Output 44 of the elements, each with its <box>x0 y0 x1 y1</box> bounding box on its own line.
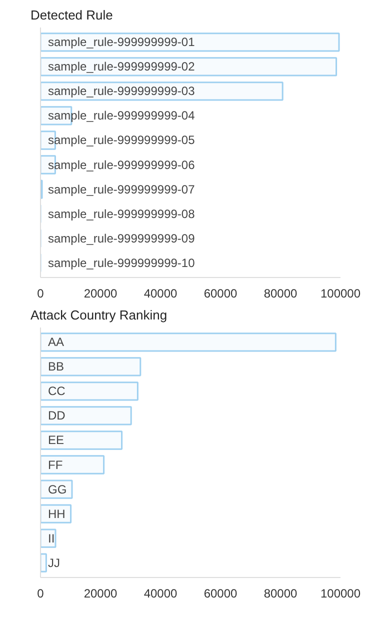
chart-title: Detected Rule <box>30 8 113 22</box>
y-tick-label: II <box>48 531 55 546</box>
x-tick-label: 100000 <box>320 286 361 300</box>
x-tick-label: 20000 <box>84 586 118 600</box>
x-tick-label: 40000 <box>144 586 178 600</box>
y-tick-label: sample_rule-999999999-09 <box>48 231 196 246</box>
y-tick-label: DD <box>48 408 66 423</box>
y-tick-label: HH <box>48 506 66 521</box>
chart-title: Attack Country Ranking <box>30 308 168 322</box>
y-tick-label: sample_rule-999999999-05 <box>48 133 196 148</box>
y-tick-label: BB <box>48 360 64 374</box>
y-tick-label: CC <box>48 384 66 398</box>
x-tick-label: 80000 <box>264 586 298 600</box>
y-tick-label: sample_rule-999999999-02 <box>48 60 196 74</box>
x-tick-label: 20000 <box>84 286 118 300</box>
y-tick-label: JJ <box>48 556 60 570</box>
x-tick-label: 60000 <box>204 286 238 300</box>
bar <box>40 32 340 52</box>
y-tick-label: sample_rule-999999999-10 <box>48 256 196 270</box>
x-tick-label: 0 <box>37 286 44 300</box>
y-tick-label: sample_rule-999999999-07 <box>48 182 196 196</box>
bar <box>40 357 142 376</box>
y-tick-label: sample_rule-999999999-03 <box>48 84 196 98</box>
bar <box>40 553 47 572</box>
y-tick-label: AA <box>48 335 64 350</box>
y-tick-label: GG <box>48 482 67 496</box>
bar <box>40 332 336 352</box>
x-tick-label: 100000 <box>320 586 361 600</box>
bar <box>40 430 123 450</box>
bar <box>40 455 105 474</box>
bar <box>40 382 138 401</box>
x-tick-label: 80000 <box>264 286 298 300</box>
y-tick-label: FF <box>48 458 63 472</box>
y-tick-label: sample_rule-999999999-04 <box>48 108 196 123</box>
bar <box>40 406 132 426</box>
bar <box>40 528 56 548</box>
y-tick-label: sample_rule-999999999-06 <box>48 158 196 172</box>
y-tick-label: EE <box>48 433 64 448</box>
x-tick-label: 0 <box>37 586 44 600</box>
y-tick-label: sample_rule-999999999-01 <box>48 35 196 50</box>
x-tick-label: 40000 <box>144 286 178 300</box>
x-tick-label: 60000 <box>204 586 238 600</box>
y-tick-label: sample_rule-999999999-08 <box>48 206 196 221</box>
bar <box>40 57 338 76</box>
